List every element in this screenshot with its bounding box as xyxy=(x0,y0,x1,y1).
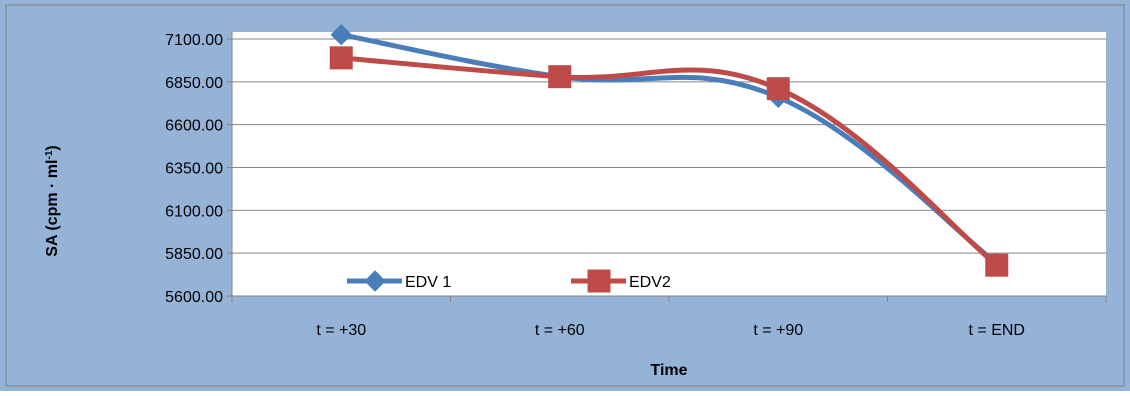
series-line-edv2 xyxy=(338,55,1000,268)
data-point-edv2 xyxy=(548,65,572,89)
y-axis-title-suffix: ) xyxy=(44,145,61,150)
series-lines xyxy=(329,24,1009,277)
y-tick-label: 6850.00 xyxy=(165,75,223,92)
axes: 7100.00 6850.00 6600.00 6350.00 6100.00 5850.… xyxy=(165,32,1107,339)
y-tick-label: 6600.00 xyxy=(165,118,223,135)
y-axis-title-superscript: -1 xyxy=(44,150,55,159)
data-point-edv2 xyxy=(329,46,353,70)
y-tick-label: 5850.00 xyxy=(165,246,223,263)
series-line-edv-1 xyxy=(338,32,1000,266)
legend: EDV 1 EDV2 xyxy=(347,269,671,293)
legend-label-edv-1: EDV 1 xyxy=(405,274,451,291)
legend-marker-edv-1 xyxy=(364,270,386,292)
data-point-edv-1 xyxy=(330,24,352,46)
legend-label-edv2: EDV2 xyxy=(629,274,671,291)
y-tick-label: 7100.00 xyxy=(165,32,223,49)
y-tick-label: 5600.00 xyxy=(165,289,223,306)
y-axis-title-main: SA (cpm · ml xyxy=(44,160,61,257)
y-axis-title: SA (cpm · ml-1) xyxy=(44,145,62,256)
data-point-edv2 xyxy=(985,253,1009,277)
y-tick-label: 6350.00 xyxy=(165,161,223,178)
y-tick-label: 6100.00 xyxy=(165,203,223,220)
legend-marker-edv2 xyxy=(587,269,611,293)
x-tick-label: t = +90 xyxy=(753,322,803,339)
x-tick-label: t = +60 xyxy=(535,322,585,339)
x-axis-title: Time xyxy=(650,362,687,379)
x-tick-label: t = END xyxy=(969,322,1025,339)
x-tick-label: t = +30 xyxy=(316,322,366,339)
data-point-edv2 xyxy=(766,77,790,101)
chart-border xyxy=(5,4,1125,387)
